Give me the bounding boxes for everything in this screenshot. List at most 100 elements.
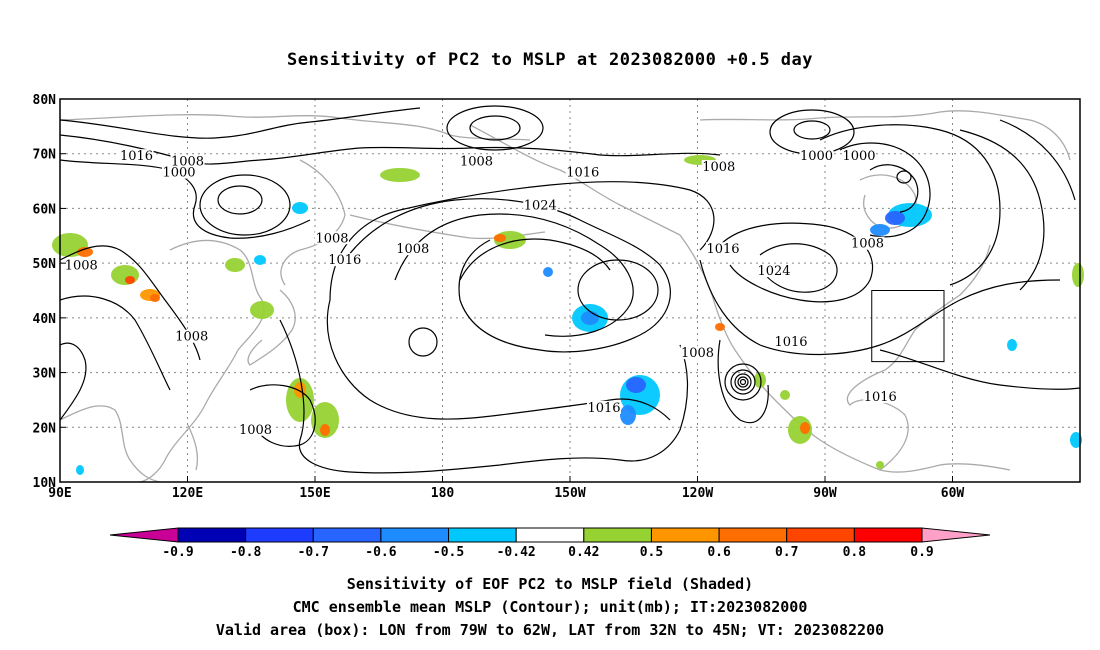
contour-label-bg: [395, 242, 430, 256]
sensitivity-patch: [780, 390, 790, 400]
contour-line: [759, 243, 838, 293]
contour-label: 1008: [702, 160, 735, 175]
lat-tick-label: 80N: [33, 93, 57, 108]
caption-valid-area: Valid area (box): LON from 79W to 62W, L…: [215, 621, 885, 639]
colorbar-swatch: [245, 527, 314, 543]
caption-contour: CMC ensemble mean MSLP (Contour); unit(m…: [292, 598, 808, 616]
sensitivity-patch: [1070, 432, 1082, 448]
colorbar-label: -0.42: [497, 545, 536, 560]
contour-label-bg: [565, 165, 600, 179]
colorbar-swatch: [177, 527, 247, 543]
contour-label-bg: [174, 329, 209, 343]
contour-label: 1016: [328, 253, 361, 268]
colorbar-swatch: [312, 527, 382, 543]
colorbar-swatch: [853, 527, 923, 543]
contour-labels: 1016 1008 1000 1008 1008 1016 1000 1000 1024 1008…: [64, 149, 898, 438]
contour-high-pacific: [577, 259, 659, 321]
sensitivity-patch: [76, 465, 84, 475]
lat-tick-label: 70N: [33, 148, 57, 163]
colorbar-swatch: [718, 527, 788, 543]
contour-line: [717, 339, 769, 424]
contour-line: [394, 213, 634, 337]
contour-hurricane: [730, 369, 756, 395]
lon-tick-label: 90W: [813, 486, 837, 501]
contour-hurricane: [739, 378, 747, 386]
contour-label: 1008: [175, 330, 208, 345]
contour-label-bg: [459, 154, 494, 168]
colorbar-label: 0.6: [707, 545, 731, 560]
sensitivity-patch: [620, 405, 636, 425]
contour-label-bg: [799, 149, 834, 163]
colorbar-swatch: [583, 527, 652, 543]
contour-label: 1000: [162, 166, 195, 181]
contour-label: 1016: [587, 401, 620, 416]
contour-low-arctic-inner: [793, 120, 831, 140]
contour-line: [819, 124, 1001, 286]
sensitivity-patch: [225, 258, 245, 272]
coast-central-america: [879, 463, 1011, 473]
sensitivity-patch: [292, 202, 308, 214]
colorbar-label: -0.7: [298, 545, 329, 560]
coast-east-asia: [139, 239, 265, 483]
sensitivity-patch: [286, 378, 314, 422]
lat-tick-label: 30N: [33, 367, 57, 382]
colorbar-label: 0.42: [568, 545, 599, 560]
caption-shaded: Sensitivity of EOF PC2 to MSLP field (Sh…: [346, 575, 754, 593]
coast-indochina: [59, 405, 161, 483]
lon-tick-label: 150W: [554, 486, 585, 501]
sensitivity-patch: [111, 265, 139, 285]
contour-line: [59, 295, 171, 391]
sensitivity-patch: [125, 276, 135, 284]
mslp-contours: [59, 105, 1081, 474]
contour-label-bg: [238, 422, 273, 436]
sensitivity-patch: [1072, 263, 1084, 287]
contour-label: 1016: [706, 242, 739, 257]
contour-label-bg: [170, 154, 205, 168]
contour-line: [959, 129, 1045, 291]
sensitivity-patch: [254, 255, 266, 265]
contour-label: 1016: [774, 335, 807, 350]
contour-label: 1024: [757, 264, 790, 279]
coast-arctic-canada: [699, 110, 1071, 161]
contour-line: [999, 119, 1076, 201]
contour-line: [869, 164, 919, 213]
contour-label-bg: [842, 149, 876, 163]
colorbar-label: 0.7: [775, 545, 798, 560]
contour-label-bg: [706, 242, 740, 256]
sensitivity-patch: [77, 247, 93, 257]
sensitivity-patch: [494, 234, 506, 242]
lon-tick-label: 120W: [682, 486, 713, 501]
contour-line: [344, 198, 671, 353]
contour-label-bg: [162, 165, 196, 179]
sensitivity-patch: [1007, 339, 1017, 351]
lon-tick-label: 60W: [941, 486, 965, 501]
contour-label-bg: [315, 231, 349, 245]
contour-low-greenland: [896, 170, 912, 184]
contour-label-bg: [327, 253, 362, 267]
contour-label: 1008: [681, 346, 714, 361]
contour-label: 1000: [800, 149, 833, 164]
contour-low-siberia: [199, 174, 291, 236]
contour-label: 1008: [396, 242, 429, 257]
lat-tick-label: 50N: [33, 257, 57, 272]
contour-line: [279, 319, 689, 474]
colorbar-label: 0.9: [910, 545, 933, 560]
contour-label-bg: [64, 258, 99, 272]
colorbar: -0.9 -0.8 -0.7 -0.6 -0.5 -0.42 0.42 0.5 0.6 0.7 0.…: [109, 527, 991, 560]
lon-tick-label: 150E: [299, 486, 330, 501]
colorbar-swatch: [786, 527, 855, 543]
colorbar-swatch: [380, 527, 450, 543]
contour-hurricane: [737, 376, 749, 388]
coast-alaska: [469, 124, 681, 236]
sensitivity-patch: [626, 377, 646, 393]
contour-label: 1008: [239, 423, 272, 438]
contour-low-bering-inner: [469, 115, 521, 141]
coast-philippines: [187, 424, 199, 471]
contour-line: [59, 342, 87, 421]
contour-line: [879, 349, 1081, 390]
coast-eurasia-north: [59, 114, 531, 141]
contour-line: [459, 238, 611, 281]
contour-label: 1016: [864, 390, 897, 405]
sensitivity-patch: [380, 168, 420, 182]
